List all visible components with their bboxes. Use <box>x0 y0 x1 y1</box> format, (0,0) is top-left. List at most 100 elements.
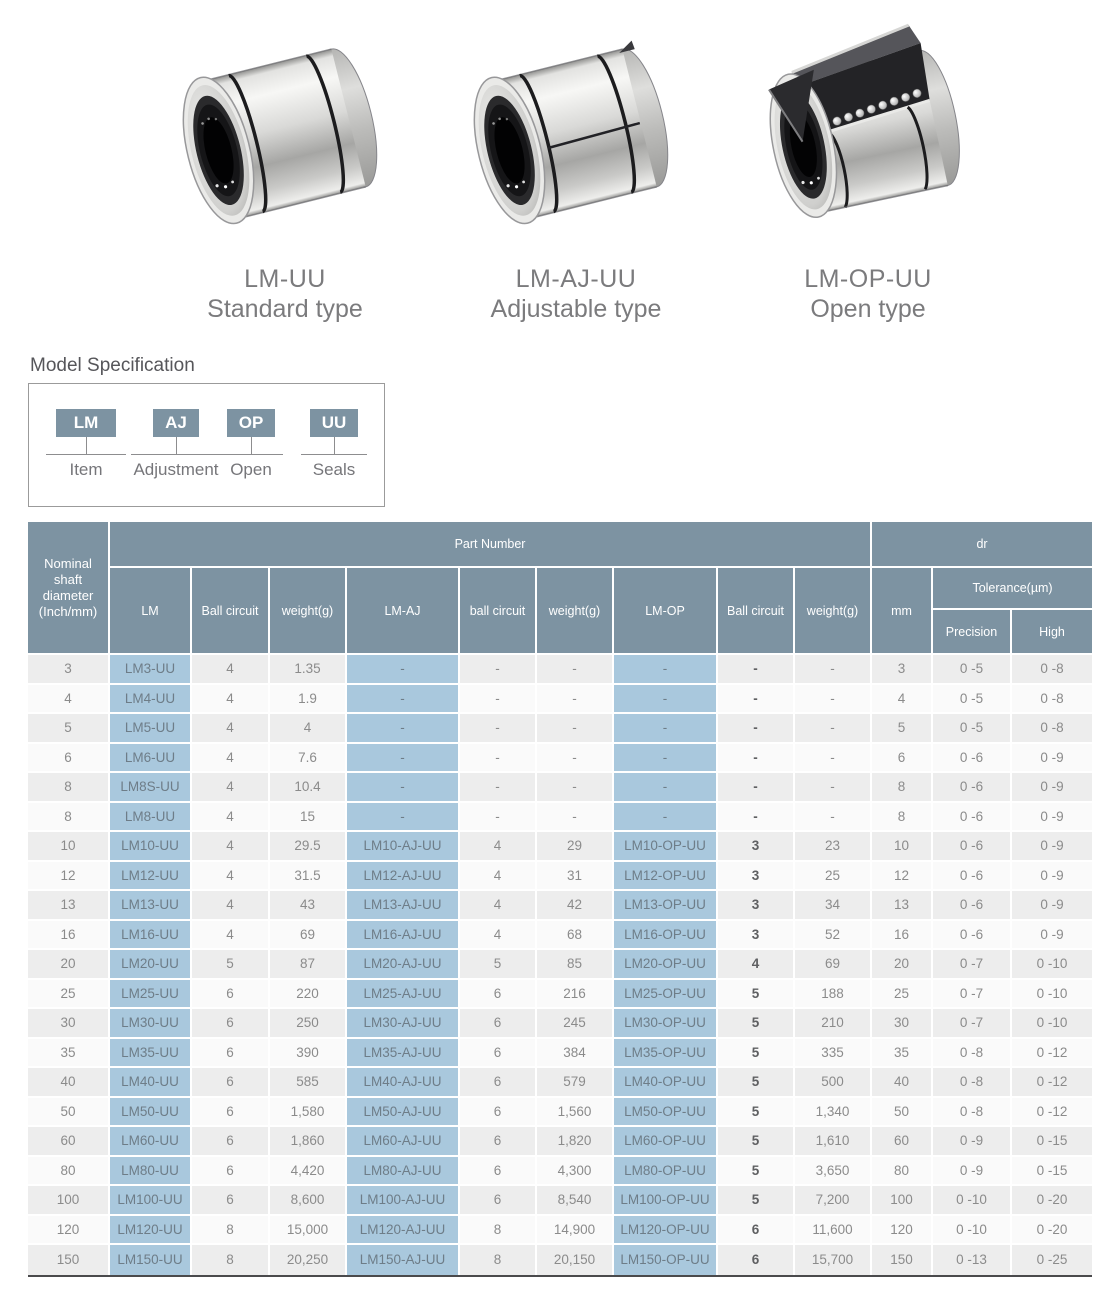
cell: 216 <box>537 979 614 1009</box>
cell: 4 <box>28 684 110 714</box>
cell: 6 <box>460 1156 537 1186</box>
cell: 7,200 <box>795 1186 873 1216</box>
cell: LM12-OP-UU <box>614 861 718 891</box>
cell: LM10-OP-UU <box>614 832 718 862</box>
cell: 12 <box>872 861 934 891</box>
cell: 5 <box>718 1127 795 1157</box>
cell: - <box>537 714 614 744</box>
cell: 30 <box>872 1009 934 1039</box>
cell: 4 <box>192 891 270 921</box>
cell: 8,540 <box>537 1186 614 1216</box>
cell: - <box>537 743 614 773</box>
cell: LM120-UU <box>110 1215 192 1245</box>
model-code-seals: UU Seals <box>301 409 367 480</box>
cell: 384 <box>537 1038 614 1068</box>
cell: 60 <box>872 1127 934 1157</box>
cell: 0 -8 <box>1012 684 1093 714</box>
col-header-high: High <box>1012 610 1093 655</box>
cell: 4 <box>460 891 537 921</box>
product-type-label: Adjustable type <box>490 295 662 323</box>
cell: 0 -7 <box>933 1009 1013 1039</box>
cell: - <box>614 655 718 685</box>
cell: 0 -8 <box>933 1068 1013 1098</box>
model-code-open: OP Open <box>219 409 283 480</box>
cell: 4 <box>192 684 270 714</box>
cell: LM30-AJ-UU <box>347 1009 460 1039</box>
cell: 0 -9 <box>1012 920 1093 950</box>
col-header-part-number: Part Number <box>110 522 873 568</box>
cell: - <box>718 655 795 685</box>
cell: 35 <box>872 1038 934 1068</box>
cell: 0 -25 <box>1012 1245 1093 1275</box>
cell: - <box>795 802 873 832</box>
cell: LM40-AJ-UU <box>347 1068 460 1098</box>
cell: 0 -12 <box>1012 1097 1093 1127</box>
cell: LM10-AJ-UU <box>347 832 460 862</box>
cell: 0 -6 <box>933 861 1013 891</box>
cell: - <box>795 684 873 714</box>
table-row: 4 LM4-UU 4 1.9- - - - - -4 0 -5 0 -8 <box>28 684 1093 714</box>
cell: 0 -9 <box>933 1156 1013 1186</box>
cell: 0 -9 <box>1012 832 1093 862</box>
table-row: 10 LM10-UU 4 29.5 LM10-AJ-UU 4 29 LM10-OP-UU 3 23… <box>28 832 1093 862</box>
col-header-ball-circuit: Ball circuit <box>192 568 270 655</box>
col-header-lm-op: LM-OP <box>614 568 718 655</box>
cell: 35 <box>28 1038 110 1068</box>
cell: LM13-AJ-UU <box>347 891 460 921</box>
cell: 40 <box>28 1068 110 1098</box>
model-spec-title: Model Specification <box>30 355 195 376</box>
cell: 6 <box>460 1068 537 1098</box>
table-row: 50 LM50-UU 6 1,580 LM50-AJ-UU 6 1,560 LM50-OP-U… <box>28 1097 1093 1127</box>
cell: 4 <box>270 714 347 744</box>
cell: 4,420 <box>270 1156 347 1186</box>
cell: 7.6 <box>270 743 347 773</box>
cell: 0 -10 <box>1012 979 1093 1009</box>
cell: 6 <box>872 743 934 773</box>
cell: LM12-AJ-UU <box>347 861 460 891</box>
cell: - <box>347 743 460 773</box>
cell: LM8-UU <box>110 802 192 832</box>
cell: 150 <box>872 1245 934 1275</box>
cell: 13 <box>28 891 110 921</box>
cell: LM3-UU <box>110 655 192 685</box>
connector-line <box>250 437 252 454</box>
underline <box>219 454 283 455</box>
cell: 1,820 <box>537 1127 614 1157</box>
cell: - <box>347 802 460 832</box>
col-header-lm: LM <box>110 568 192 655</box>
cell: 6 <box>192 979 270 1009</box>
col-header-weight: weight(g) <box>270 568 347 655</box>
cell: 4 <box>192 920 270 950</box>
cell: - <box>614 684 718 714</box>
cell: - <box>795 743 873 773</box>
col-header-precision: Precision <box>933 610 1013 655</box>
cell: 8 <box>192 1245 270 1275</box>
cell: 5 <box>718 1038 795 1068</box>
cell: 3,650 <box>795 1156 873 1186</box>
cell: 1.9 <box>270 684 347 714</box>
cell: 3 <box>718 891 795 921</box>
cell: 4 <box>460 861 537 891</box>
cell: 13 <box>872 891 934 921</box>
cell: 8 <box>460 1215 537 1245</box>
col-header-ball-circuit-aj: ball circuit <box>460 568 537 655</box>
code-label: Item <box>69 460 103 479</box>
underline <box>301 454 367 455</box>
cell: - <box>614 802 718 832</box>
table-row: 5 LM5-UU 4 4- - - - - -5 0 -5 0 -8 <box>28 714 1093 744</box>
cell: LM100-AJ-UU <box>347 1186 460 1216</box>
cell: LM35-OP-UU <box>614 1038 718 1068</box>
cell: 3 <box>28 655 110 685</box>
cell: 10.4 <box>270 773 347 803</box>
cell: 16 <box>872 920 934 950</box>
cell: 245 <box>537 1009 614 1039</box>
cell: - <box>614 714 718 744</box>
cell: - <box>795 655 873 685</box>
cell: - <box>537 684 614 714</box>
cell: LM30-OP-UU <box>614 1009 718 1039</box>
header-row-groups: Nominal shaft diameter (Inch/mm) Part Nu… <box>28 522 1093 655</box>
col-header-nominal: Nominal shaft diameter (Inch/mm) <box>28 522 110 655</box>
code-label: Seals <box>312 460 356 479</box>
cell: 16 <box>28 920 110 950</box>
cell: 12 <box>28 861 110 891</box>
